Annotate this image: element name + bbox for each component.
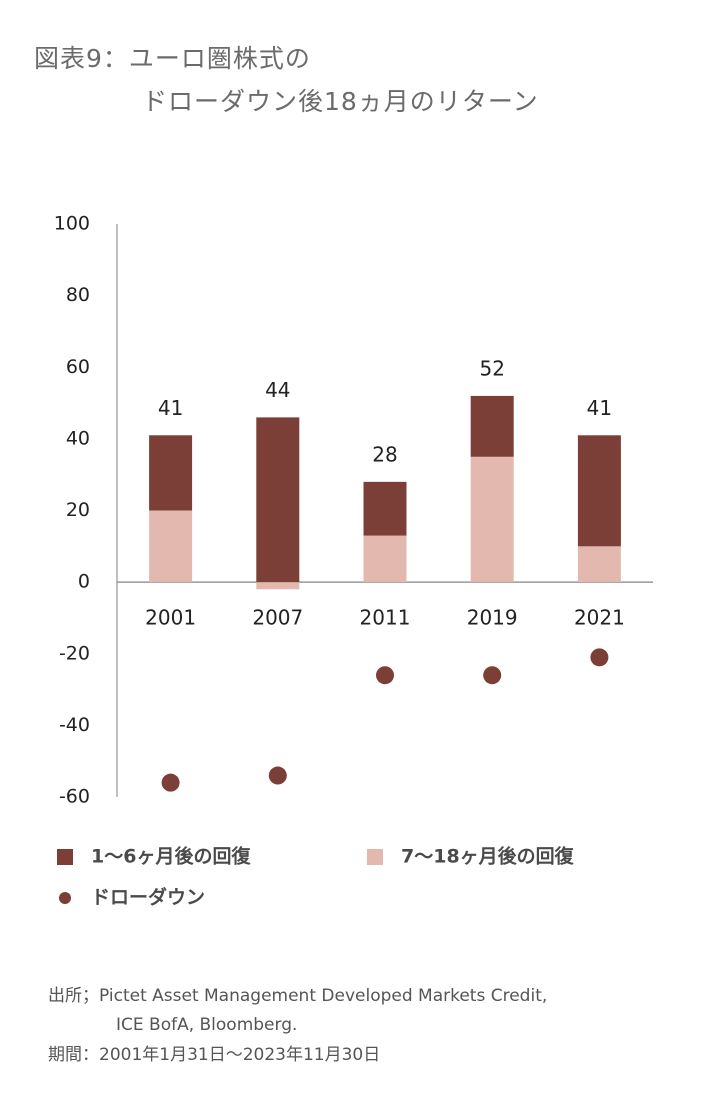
bar <box>149 510 193 583</box>
drawdown-dot <box>161 773 180 792</box>
value-label: 52 <box>479 356 504 380</box>
y-tick-label: 80 <box>66 284 90 306</box>
bar <box>149 435 193 511</box>
bar <box>256 582 300 590</box>
y-tick-label: 40 <box>66 427 90 449</box>
legend-label: ドローダウン <box>91 886 205 909</box>
legend-swatch <box>59 892 71 904</box>
bar <box>256 417 300 583</box>
period-note: 期間：2001年1月31日〜2023年11月30日 <box>48 1045 380 1065</box>
drawdown-dot <box>590 648 609 667</box>
x-tick-label: 2011 <box>360 606 411 630</box>
value-label: 44 <box>265 378 290 402</box>
legend-label: 1〜6ヶ月後の回復 <box>91 845 251 868</box>
bar <box>470 456 514 583</box>
y-tick-label: 100 <box>54 213 90 235</box>
drawdown-dot <box>376 666 394 685</box>
source-note: 出所；Pictet Asset Management Developed Mar… <box>48 986 547 1006</box>
value-label: 41 <box>158 396 183 420</box>
y-tick-label: 0 <box>78 571 90 593</box>
y-tick-label: -60 <box>59 786 90 808</box>
chart-title: 図表9：ユーロ圏株式の <box>34 44 311 73</box>
legend-label: 7〜18ヶ月後の回復 <box>401 845 575 868</box>
source-note: ICE BofA, Bloomberg. <box>116 1015 297 1035</box>
legend-swatch <box>367 849 383 865</box>
drawdown-dot <box>483 666 502 685</box>
bar <box>363 481 407 536</box>
bar <box>470 395 514 457</box>
drawdown-dot <box>268 766 287 785</box>
y-tick-label: -20 <box>59 642 90 664</box>
bar <box>363 535 407 583</box>
value-label: 41 <box>587 396 612 420</box>
legend-swatch <box>57 849 73 865</box>
x-tick-label: 2021 <box>574 606 625 630</box>
bar <box>577 435 621 547</box>
y-tick-label: 20 <box>66 499 90 521</box>
value-label: 28 <box>372 442 397 466</box>
x-tick-label: 2001 <box>145 606 196 630</box>
chart-title: ドローダウン後18ヵ月のリターン <box>142 87 539 116</box>
x-tick-label: 2019 <box>467 606 518 630</box>
x-tick-label: 2007 <box>252 606 303 630</box>
bar <box>577 546 621 583</box>
y-tick-label: 60 <box>66 356 90 378</box>
y-tick-label: -40 <box>59 714 90 736</box>
